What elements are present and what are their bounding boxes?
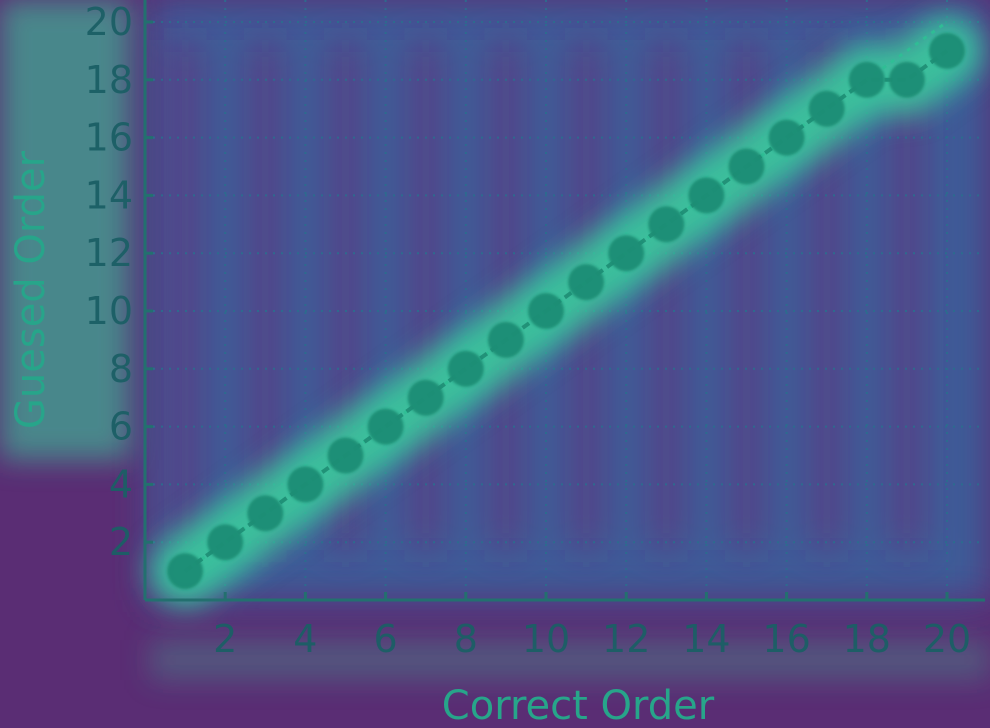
data-point xyxy=(207,524,244,561)
x-tick-label: 4 xyxy=(293,617,317,661)
x-tick-label: 6 xyxy=(374,617,398,661)
data-markers xyxy=(167,32,965,590)
y-tick-label: 2 xyxy=(109,520,133,564)
data-point xyxy=(487,321,524,358)
y-tick-label: 4 xyxy=(109,462,133,506)
data-point xyxy=(848,61,885,98)
y-tick-label: 12 xyxy=(85,231,133,275)
data-point xyxy=(367,408,404,445)
data-point xyxy=(568,264,605,301)
data-point xyxy=(287,466,324,503)
y-tick-label: 20 xyxy=(85,0,133,44)
data-point xyxy=(728,148,765,185)
data-point xyxy=(808,90,845,127)
texture-band xyxy=(409,40,442,550)
y-tick-label: 10 xyxy=(85,289,133,333)
y-tick-label: 18 xyxy=(85,58,133,102)
x-tick-label: 18 xyxy=(843,617,891,661)
y-tick-label: 16 xyxy=(85,116,133,160)
x-tick-label: 10 xyxy=(522,617,570,661)
x-tick-label: 16 xyxy=(762,617,810,661)
data-point xyxy=(247,495,284,532)
data-point xyxy=(327,437,364,474)
y-tick-label: 8 xyxy=(109,347,133,391)
data-point xyxy=(688,177,725,214)
y-tick-label: 6 xyxy=(109,405,133,449)
data-point xyxy=(888,61,925,98)
x-tick-label: 20 xyxy=(923,617,971,661)
data-point xyxy=(167,553,204,590)
x-tick-labels: 2 4 6 8 10 12 14 16 18 20 xyxy=(213,617,971,661)
axes xyxy=(143,0,985,602)
data-point xyxy=(608,235,645,272)
data-point xyxy=(929,32,965,69)
data-point xyxy=(648,206,685,243)
x-tick-label: 12 xyxy=(602,617,650,661)
glow-bottom-region xyxy=(150,640,990,680)
data-point xyxy=(447,350,484,387)
data-point xyxy=(528,293,564,329)
texture-band xyxy=(169,40,202,550)
y-tick-label: 14 xyxy=(85,173,133,217)
data-point xyxy=(407,379,444,416)
data-point xyxy=(768,119,805,156)
texture-band xyxy=(890,40,923,550)
texture-band xyxy=(650,40,683,550)
x-tick-label: 2 xyxy=(213,617,237,661)
x-tick-label: 14 xyxy=(682,617,730,661)
x-tick-label: 8 xyxy=(454,617,478,661)
glow-axis-region xyxy=(0,0,130,460)
x-axis-title: Correct Order xyxy=(442,683,715,728)
y-axis-title: Guesed Order xyxy=(8,150,54,429)
y-tick-labels: 2 4 6 8 10 12 14 16 18 20 xyxy=(85,0,133,564)
